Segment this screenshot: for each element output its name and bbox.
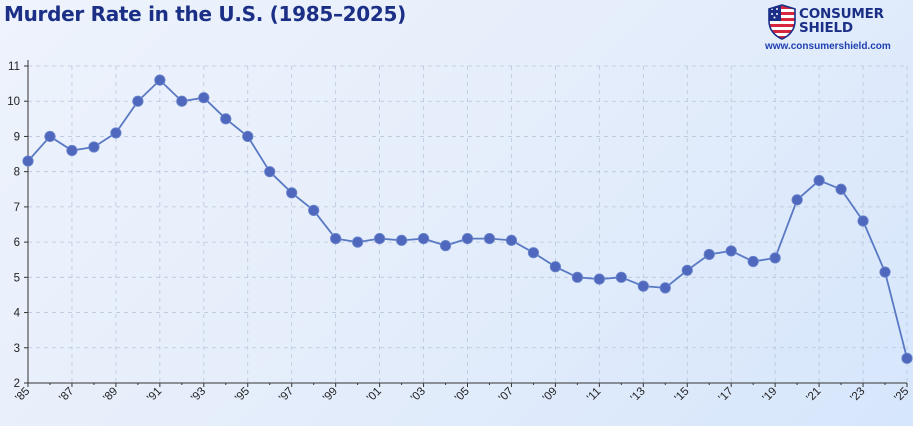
data-point-1995 — [242, 130, 254, 143]
data-point-2007 — [505, 234, 518, 246]
y-tick-label: 8 — [14, 167, 20, 179]
x-tick-label: '13 — [629, 385, 648, 404]
x-tick-label: '19 — [760, 385, 779, 404]
x-tick-label: '05 — [453, 385, 472, 404]
data-point-2008 — [527, 247, 540, 259]
x-tick-label: '09 — [541, 385, 560, 404]
y-tick-label: 4 — [14, 308, 21, 320]
data-point-1990 — [132, 95, 144, 107]
data-point-1999 — [330, 232, 342, 245]
data-point-2017 — [725, 245, 737, 257]
x-tick-label: '17 — [717, 385, 736, 404]
us-flag-shield-icon — [768, 4, 796, 40]
chart-title: Murder Rate in the U.S. (1985–2025) — [4, 2, 406, 26]
x-tick-label: '99 — [321, 385, 340, 404]
data-point-1985 — [22, 155, 34, 167]
data-point-1996 — [264, 166, 276, 178]
data-point-2023 — [857, 215, 869, 227]
y-tick-label: 7 — [14, 202, 20, 214]
data-point-2015 — [681, 264, 693, 276]
x-tick-label: '23 — [848, 385, 867, 404]
y-axis-ticks: 2 3 4 5 6 7 8 9 10 11 — [7, 61, 28, 390]
x-tick-label: '95 — [233, 385, 252, 404]
data-point-1989 — [110, 127, 122, 139]
data-point-2024 — [879, 266, 891, 278]
data-point-2003 — [417, 232, 430, 245]
y-tick-label: 9 — [14, 131, 20, 143]
data-point-2009 — [549, 261, 562, 273]
data-point-1994 — [220, 113, 232, 125]
brand-name: CONSUMER SHIELD — [799, 7, 884, 35]
data-point-2011 — [593, 273, 605, 285]
y-tick-label: 2 — [14, 378, 20, 390]
data-point-2020 — [791, 194, 803, 206]
data-point-2001 — [373, 232, 386, 245]
data-point-1993 — [198, 92, 210, 104]
y-tick-label: 6 — [14, 237, 20, 249]
data-point-2021 — [813, 174, 825, 187]
data-point-2004 — [439, 240, 452, 252]
x-axis-ticks: '85'87'89'91'93'95'97'99'01'03'05'07'09 '… — [13, 383, 911, 404]
x-tick-label: '03 — [409, 385, 428, 404]
data-point-2006 — [483, 232, 496, 245]
chart-grid — [27, 65, 908, 384]
data-point-2014 — [659, 282, 671, 294]
x-tick-label: '91 — [145, 385, 164, 404]
x-tick-label: '93 — [189, 385, 208, 404]
y-tick-label: 11 — [8, 61, 20, 73]
x-tick-label: '11 — [585, 386, 603, 404]
y-tick-label: 10 — [7, 96, 20, 108]
x-tick-label: '89 — [101, 385, 120, 404]
brand-name-line1: CONSUMER — [799, 6, 884, 22]
data-point-1991 — [154, 74, 166, 86]
data-point-2022 — [835, 183, 847, 195]
data-point-2000 — [352, 236, 364, 248]
x-tick-label: '97 — [277, 385, 296, 404]
data-point-2002 — [395, 234, 408, 246]
data-point-2025 — [901, 352, 913, 364]
data-point-2005 — [461, 232, 474, 245]
data-point-2016 — [703, 248, 715, 261]
data-point-1997 — [286, 187, 298, 199]
data-point-2019 — [769, 252, 781, 264]
brand-url[interactable]: www.consumershield.com — [765, 41, 891, 52]
data-point-1988 — [88, 141, 100, 153]
data-point-1986 — [44, 130, 56, 143]
data-point-2010 — [571, 271, 583, 283]
y-tick-label: 3 — [14, 343, 20, 355]
y-tick-label: 5 — [14, 272, 20, 284]
brand-logo[interactable]: CONSUMER SHIELD www.consumershield.com — [765, 4, 907, 54]
brand-name-line2: SHIELD — [799, 20, 853, 36]
x-tick-label: '01 — [365, 385, 384, 404]
x-tick-label: '25 — [892, 385, 911, 404]
data-point-1998 — [308, 204, 320, 217]
data-point-1987 — [66, 144, 78, 157]
x-tick-label: '87 — [57, 385, 76, 404]
x-tick-label: '07 — [497, 385, 516, 404]
data-point-2013 — [637, 280, 649, 292]
data-point-2012 — [615, 271, 627, 283]
x-tick-label: '15 — [673, 385, 692, 404]
data-point-1992 — [176, 95, 188, 107]
x-tick-label: '21 — [804, 385, 823, 404]
series-group — [22, 74, 913, 364]
data-point-2018 — [747, 255, 759, 268]
